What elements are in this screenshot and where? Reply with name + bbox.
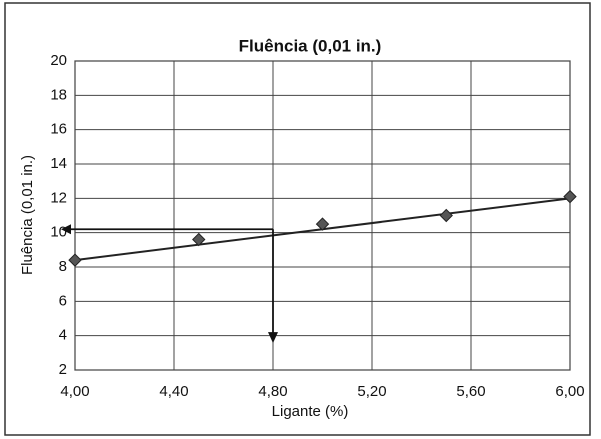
y-tick-label: 16 [50,121,67,138]
x-tick-label: 4,00 [60,383,89,400]
x-tick-label: 6,00 [555,383,584,400]
y-tick-label: 6 [59,292,67,309]
chart-title: Fluência (0,01 in.) [239,36,382,55]
data-point [68,253,82,267]
data-point [439,208,453,223]
x-tick-label: 5,60 [456,383,485,400]
y-tick-label: 2 [59,361,67,378]
y-tick-label: 20 [50,52,67,69]
data-point [192,232,206,247]
x-tick-label: 5,20 [357,383,386,400]
x-axis-label: Ligante (%) [272,403,349,420]
plot-area [74,60,571,371]
arrow-head [61,224,71,235]
x-tick-label: 4,80 [258,383,287,400]
y-tick-label: 18 [50,86,67,103]
data-point [563,189,577,204]
y-axis-label: Fluência (0,01 in.) [19,155,36,275]
y-tick-label: 14 [50,155,67,172]
arrow-head [268,332,278,344]
x-tick-label: 4,40 [159,383,188,400]
y-tick-label: 4 [59,327,67,344]
y-tick-label: 8 [59,258,67,275]
data-point [315,217,330,231]
y-tick-label: 12 [50,189,67,206]
y-tick-label: 10 [50,224,67,241]
